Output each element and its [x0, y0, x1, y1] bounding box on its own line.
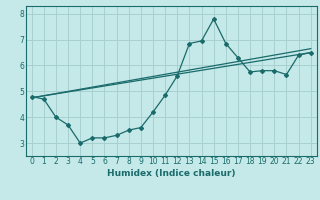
X-axis label: Humidex (Indice chaleur): Humidex (Indice chaleur) — [107, 169, 236, 178]
